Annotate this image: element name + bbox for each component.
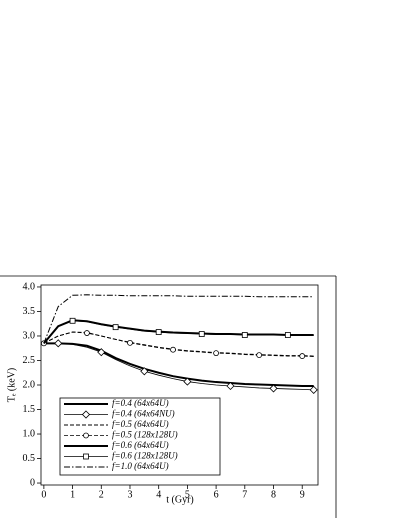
series-line <box>43 331 314 357</box>
marker <box>213 350 219 357</box>
x-tick-label: 6 <box>214 489 219 500</box>
marker <box>140 367 149 376</box>
marker <box>127 339 133 346</box>
marker <box>97 348 106 357</box>
legend-label: f=0.4 (64x64NU) <box>112 409 175 419</box>
marker <box>81 410 91 419</box>
series-line <box>43 331 314 357</box>
marker <box>54 339 63 348</box>
marker <box>309 385 318 394</box>
x-tick-label: 3 <box>127 489 132 500</box>
y-tick-label: 3.5 <box>23 306 36 317</box>
y-tick-label: 1.5 <box>23 404 36 415</box>
marker <box>284 332 291 338</box>
legend-label: f=0.5 (64x64U) <box>112 419 169 429</box>
x-tick-label: 5 <box>185 489 190 500</box>
legend-label: f=0.6 (128x128U) <box>112 451 178 461</box>
series-line <box>43 319 314 344</box>
y-tick-label: 1.0 <box>23 428 36 439</box>
marker <box>256 352 263 358</box>
y-axis-label: Tₑ (keV) <box>6 368 17 403</box>
marker <box>112 324 119 331</box>
legend-label: f=0.5 (128x128U) <box>112 430 178 440</box>
y-tick-label: 2.0 <box>23 379 36 390</box>
marker <box>269 384 278 393</box>
y-tick-label: 0 <box>30 477 35 488</box>
marker <box>226 381 235 391</box>
y-tick-label: 4.0 <box>23 281 36 292</box>
series-line <box>43 294 314 344</box>
x-tick-label: 2 <box>99 489 104 500</box>
series-line <box>43 342 314 387</box>
x-tick-label: 0 <box>41 489 46 500</box>
marker <box>155 329 162 335</box>
x-tick-label: 9 <box>300 489 305 500</box>
y-tick-label: 3.0 <box>23 330 36 341</box>
marker <box>299 353 306 359</box>
x-tick-label: 1 <box>70 489 75 500</box>
marker <box>83 432 89 439</box>
x-axis-label: t (Gyr) <box>166 494 194 505</box>
legend-label: f=0.6 (64x64U) <box>112 440 169 450</box>
marker <box>84 330 90 336</box>
y-tick-label: 2.5 <box>23 355 36 366</box>
legend-label: f=1.0 (64x64U) <box>112 461 169 471</box>
x-tick-label: 4 <box>156 489 161 500</box>
marker <box>241 332 248 338</box>
series-line <box>43 320 314 344</box>
marker <box>83 453 89 460</box>
y-tick-label: 0.5 <box>23 453 36 464</box>
marker <box>170 346 176 353</box>
marker <box>183 377 192 386</box>
x-tick-label: 7 <box>242 489 247 500</box>
x-tick-label: 8 <box>271 489 276 500</box>
legend-label: f=0.4 (64x64U) <box>112 398 169 408</box>
marker <box>198 331 205 337</box>
marker <box>69 317 76 324</box>
